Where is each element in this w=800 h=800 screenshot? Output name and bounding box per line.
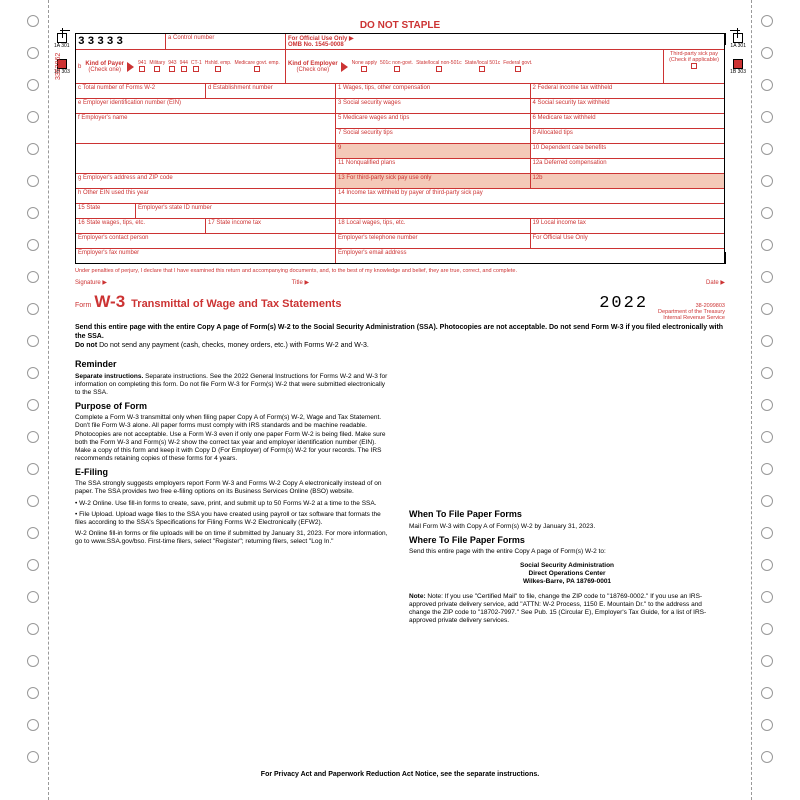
privacy-footer: For Privacy Act and Paperwork Reduction …	[75, 771, 725, 778]
box-8: 8 Allocated tips	[531, 129, 725, 143]
perforation-left	[20, 0, 46, 800]
instructions-left: Reminder Separate instructions. Separate…	[75, 355, 391, 628]
box-12a: 12a Deferred compensation	[531, 159, 725, 173]
form-page: DO NOT STAPLE 33333 a Control number For…	[75, 20, 725, 780]
box-7: 7 Social security tips	[336, 129, 531, 143]
box-phone: Employer's telephone number	[336, 234, 531, 248]
checkbox-statelocal501c[interactable]	[479, 66, 485, 72]
box-contact: Employer's contact person	[76, 234, 336, 248]
box-1: 1 Wages, tips, other compensation	[336, 84, 531, 98]
form-title-row: Form W-3 Transmittal of Wage and Tax Sta…	[75, 292, 725, 321]
form-grid: 33333 a Control number For Official Use …	[75, 33, 725, 264]
box-6: 6 Medicare tax withheld	[531, 114, 725, 128]
checkbox-943[interactable]	[169, 66, 175, 72]
checkbox-thirdparty[interactable]	[691, 63, 697, 69]
checkbox-944[interactable]	[181, 66, 187, 72]
side-tag-1a-left: 1A 301	[54, 32, 70, 50]
box-10: 10 Dependent care benefits	[531, 144, 725, 158]
checkbox-941[interactable]	[139, 66, 145, 72]
box-9: 9	[336, 144, 531, 158]
triangle-icon	[341, 62, 348, 72]
form-title: Transmittal of Wage and Tax Statements	[131, 298, 599, 310]
omb-number: OMB No. 1545-0008	[288, 42, 344, 48]
box-15: 15 State	[76, 204, 136, 218]
box-11: 11 Nonqualified plans	[336, 159, 531, 173]
box-17: 17 State income tax	[206, 219, 336, 233]
box-2: 2 Federal income tax withheld	[531, 84, 725, 98]
box-14: 14 Income tax withheld by payer of third…	[336, 189, 724, 203]
box-16: 16 State wages, tips, etc.	[76, 219, 206, 233]
box-13: 13 For third-party sick pay use only	[336, 174, 531, 188]
form-id-vertical: 3353862	[55, 53, 62, 80]
checkbox-ct1[interactable]	[193, 66, 199, 72]
tax-year: 2022	[599, 294, 648, 313]
box-12b: 12b	[531, 174, 725, 188]
perjury-statement: Under penalties of perjury, I declare th…	[75, 268, 725, 275]
perforation-right	[754, 0, 780, 800]
box-5: 5 Medicare wages and tips	[336, 114, 531, 128]
box-15b: Employer's state ID number	[136, 204, 336, 218]
triangle-icon	[127, 62, 134, 72]
box-f: f Employer's name	[76, 114, 336, 143]
checkbox-medicare[interactable]	[254, 66, 260, 72]
box-4: 4 Social security tax withheld	[531, 99, 725, 113]
main-instructions: Send this entire page with the entire Co…	[75, 324, 725, 350]
side-tag-1b-right: 1B 303	[730, 58, 746, 76]
box-email: Employer's email address	[336, 249, 724, 263]
checkbox-military[interactable]	[154, 66, 160, 72]
box-3: 3 Social security wages	[336, 99, 531, 113]
box-fax: Employer's fax number	[76, 249, 336, 263]
tear-line-left	[48, 0, 49, 800]
checkbox-501c[interactable]	[394, 66, 400, 72]
box-h: h Other EIN used this year	[76, 189, 336, 203]
instructions-right: When To File Paper Forms Mail Form W-3 w…	[409, 355, 725, 628]
box-e: e Employer identification number (EIN)	[76, 99, 336, 113]
signature-line: Signature ▶Title ▶Date ▶	[75, 279, 725, 286]
box-fou: For Official Use Only	[531, 234, 725, 248]
tear-line-right	[751, 0, 752, 800]
box-33333: 33333	[78, 36, 126, 48]
box-18: 18 Local wages, tips, etc.	[336, 219, 531, 233]
checkbox-none[interactable]	[361, 66, 367, 72]
do-not-staple: DO NOT STAPLE	[75, 20, 725, 31]
box-a: a Control number	[166, 34, 286, 49]
box-c: c Total number of Forms W-2	[76, 84, 206, 98]
box-19: 19 Local income tax	[531, 219, 725, 233]
checkbox-hshld[interactable]	[215, 66, 221, 72]
side-tag-1a-right: 1A 301	[730, 32, 746, 50]
checkbox-federal[interactable]	[515, 66, 521, 72]
box-g: g Employer's address and ZIP code	[76, 174, 336, 188]
checkbox-statelocal[interactable]	[436, 66, 442, 72]
box-d: d Establishment number	[206, 84, 336, 98]
form-number: W-3	[94, 292, 125, 312]
